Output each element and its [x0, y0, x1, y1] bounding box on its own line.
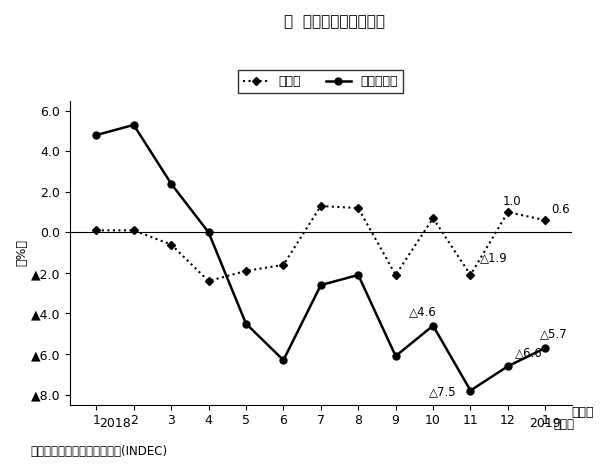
前月比: [167, 242, 175, 248]
Text: △1.9: △1.9: [480, 251, 507, 264]
Line: 前年同月比: 前年同月比: [93, 121, 549, 394]
前年同月比: [429, 323, 437, 328]
Text: （出所）国家統計センサス局(INDEC): （出所）国家統計センサス局(INDEC): [30, 445, 167, 458]
前年同月比: [541, 345, 549, 351]
前月比: [429, 215, 437, 221]
Text: （月）: （月）: [571, 406, 594, 419]
前年同月比: [392, 353, 400, 359]
前年同月比: [205, 230, 212, 235]
前月比: [354, 205, 362, 211]
前月比: [541, 218, 549, 223]
Text: 0.6: 0.6: [551, 203, 569, 216]
Text: △7.5: △7.5: [429, 386, 457, 399]
前月比: [317, 203, 325, 209]
Text: △4.6: △4.6: [409, 305, 437, 318]
Line: 前月比: 前月比: [93, 203, 549, 284]
Text: 2018: 2018: [99, 417, 131, 430]
Text: （年）: （年）: [554, 418, 574, 431]
前月比: [93, 227, 100, 233]
前年同月比: [280, 357, 287, 363]
前月比: [392, 272, 400, 278]
前年同月比: [93, 132, 100, 138]
Y-axis label: （%）: （%）: [15, 239, 28, 266]
Text: △5.7: △5.7: [540, 327, 568, 340]
前月比: [205, 278, 212, 284]
前年同月比: [242, 321, 250, 326]
Text: 図  産業活動指数の推移: 図 産業活動指数の推移: [284, 14, 385, 29]
前年同月比: [130, 122, 138, 127]
前月比: [467, 272, 474, 278]
Text: 1.0: 1.0: [502, 195, 521, 208]
Text: △6.6: △6.6: [515, 346, 543, 359]
前年同月比: [317, 282, 325, 288]
前年同月比: [504, 363, 512, 369]
Legend: 前月比, 前年同月比: 前月比, 前年同月比: [238, 71, 403, 93]
前月比: [130, 227, 138, 233]
前年同月比: [167, 181, 175, 186]
前月比: [504, 209, 512, 215]
Text: 2019: 2019: [529, 417, 561, 430]
前月比: [242, 268, 250, 274]
前月比: [280, 262, 287, 268]
前年同月比: [467, 388, 474, 393]
前年同月比: [354, 272, 362, 278]
